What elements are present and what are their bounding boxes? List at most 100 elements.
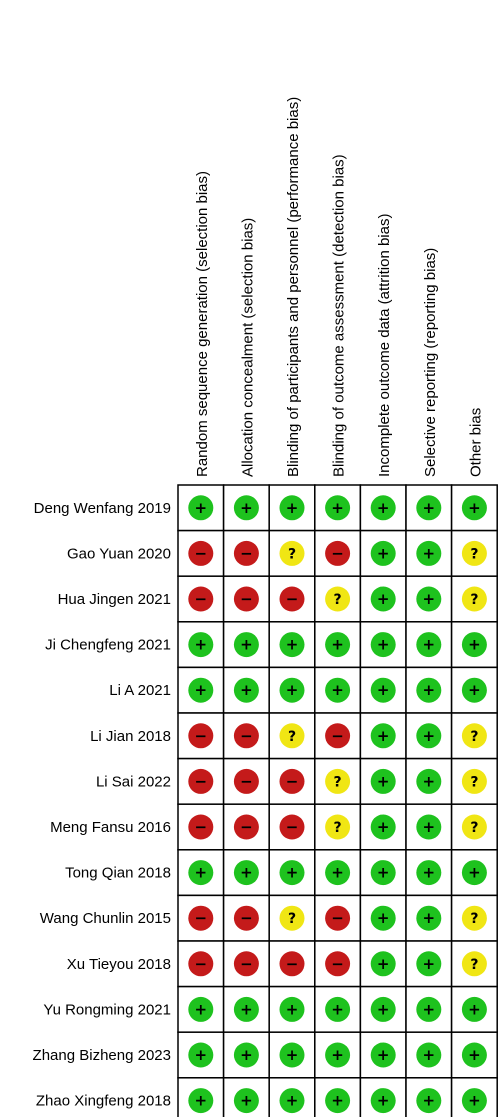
rating-low-symbol: +: [331, 681, 344, 699]
rating-high-mark: [188, 540, 214, 566]
rating-high-mark: [325, 951, 351, 977]
rating-high-mark: [325, 540, 351, 566]
domain-headers: Random sequence generation (selection bi…: [194, 97, 485, 477]
rating-low-symbol: +: [286, 1046, 299, 1064]
rating-low-mark: [188, 1042, 214, 1068]
rating-low-symbol: +: [286, 1000, 299, 1018]
study-names: Deng Wenfang 2019 Gao Yuan 2020 Hua Jingen…: [33, 500, 171, 1110]
rating-low-symbol: +: [468, 1000, 481, 1018]
rating-low-symbol: +: [468, 636, 481, 654]
rating-unclear-symbol: ?: [334, 592, 342, 608]
rating-unclear-mark: [325, 814, 351, 840]
rating-unclear-symbol: ?: [470, 546, 478, 562]
rating-low-mark: [325, 996, 351, 1022]
rating-low-symbol: +: [423, 544, 436, 562]
rating-low-symbol: +: [377, 681, 390, 699]
rating-high-symbol: −: [240, 955, 253, 973]
rating-low-symbol: +: [331, 1000, 344, 1018]
rating-high-symbol: −: [195, 544, 208, 562]
rating-low-symbol: +: [240, 1000, 253, 1018]
rating-low-mark: [461, 1042, 487, 1068]
rating-high-symbol: −: [240, 727, 253, 745]
rating-high-mark: [325, 723, 351, 749]
rating-high-mark: [279, 768, 305, 794]
study-name: Zhao Xingfeng 2018: [36, 1093, 171, 1110]
rating-low-symbol: +: [423, 1000, 436, 1018]
rating-low-mark: [416, 814, 442, 840]
rating-low-mark: [325, 677, 351, 703]
rating-low-symbol: +: [377, 636, 390, 654]
rating-low-symbol: +: [423, 1046, 436, 1064]
rating-low-symbol: +: [331, 636, 344, 654]
rating-low-symbol: +: [377, 909, 390, 927]
rating-low-symbol: +: [377, 772, 390, 790]
rating-unclear-symbol: ?: [470, 911, 478, 927]
rating-low-mark: [461, 860, 487, 886]
rating-low-mark: [370, 996, 396, 1022]
rating-low-symbol: +: [195, 864, 208, 882]
rating-unclear-mark: [325, 768, 351, 794]
rating-high-symbol: −: [240, 544, 253, 562]
rating-low-mark: [233, 632, 259, 658]
study-name: Meng Fansu 2016: [50, 819, 171, 836]
rating-low-mark: [416, 905, 442, 931]
rating-low-mark: [370, 586, 396, 612]
rating-unclear-mark: [461, 586, 487, 612]
rating-low-mark: [233, 495, 259, 521]
rating-low-symbol: +: [377, 1000, 390, 1018]
rating-unclear-symbol: ?: [334, 820, 342, 836]
rating-low-mark: [370, 495, 396, 521]
study-name: Tong Qian 2018: [65, 865, 171, 882]
rating-high-mark: [325, 905, 351, 931]
rating-high-symbol: −: [331, 909, 344, 927]
study-name: Hua Jingen 2021: [58, 591, 171, 608]
rating-low-mark: [233, 1042, 259, 1068]
study-name: Yu Rongming 2021: [43, 1001, 171, 1018]
rating-low-symbol: +: [240, 1046, 253, 1064]
study-name: Li Jian 2018: [90, 728, 171, 745]
rating-low-symbol: +: [468, 499, 481, 517]
rating-unclear-mark: [325, 586, 351, 612]
rating-low-mark: [370, 632, 396, 658]
rating-low-mark: [416, 540, 442, 566]
rating-high-symbol: −: [331, 955, 344, 973]
rating-low-symbol: +: [286, 681, 299, 699]
rating-high-mark: [233, 768, 259, 794]
rating-low-symbol: +: [286, 636, 299, 654]
rating-low-mark: [279, 632, 305, 658]
rating-high-symbol: −: [286, 955, 299, 973]
rating-low-mark: [279, 495, 305, 521]
rating-low-symbol: +: [240, 1092, 253, 1110]
rating-cell: [450, 621, 498, 669]
rating-grid: + + + + + + + − −? − + + ? − − −? + + ? + + + + + + + + + + + + + + − −? − +…: [177, 484, 498, 1117]
rating-low-mark: [370, 951, 396, 977]
domain-header: Blinding of outcome assessment (detectio…: [331, 154, 348, 477]
rating-low-mark: [325, 1042, 351, 1068]
rating-low-symbol: +: [195, 1000, 208, 1018]
rating-unclear-mark: [461, 723, 487, 749]
rating-low-mark: [416, 768, 442, 794]
rating-unclear-symbol: ?: [470, 592, 478, 608]
rating-unclear-symbol: ?: [470, 729, 478, 745]
rating-high-mark: [233, 586, 259, 612]
rating-low-mark: [233, 860, 259, 886]
rating-low-symbol: +: [423, 636, 436, 654]
rating-low-symbol: +: [331, 499, 344, 517]
domain-header: Selective reporting (reporting bias): [422, 248, 439, 477]
rating-low-mark: [233, 1088, 259, 1114]
rating-low-mark: [416, 586, 442, 612]
rating-low-mark: [370, 1042, 396, 1068]
rating-low-mark: [416, 1088, 442, 1114]
study-name: Deng Wenfang 2019: [34, 500, 171, 517]
study-name: Li A 2021: [109, 682, 171, 699]
rating-low-symbol: +: [377, 864, 390, 882]
rating-high-symbol: −: [195, 909, 208, 927]
rating-low-mark: [188, 677, 214, 703]
rating-high-mark: [233, 951, 259, 977]
rating-unclear-mark: [461, 540, 487, 566]
rating-high-mark: [188, 768, 214, 794]
rating-low-symbol: +: [286, 864, 299, 882]
rating-low-symbol: +: [195, 1046, 208, 1064]
rating-low-mark: [188, 860, 214, 886]
rating-low-symbol: +: [423, 681, 436, 699]
